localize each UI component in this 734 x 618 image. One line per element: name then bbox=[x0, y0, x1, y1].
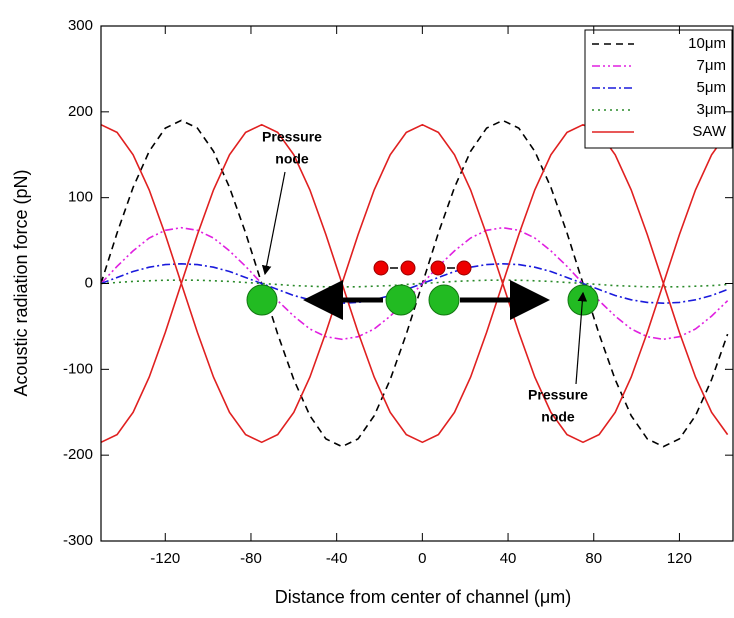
series-line bbox=[100, 262, 728, 305]
plot-area bbox=[100, 119, 729, 448]
y-tick-label: 300 bbox=[68, 17, 93, 34]
legend-label: 3μm bbox=[697, 101, 726, 118]
x-tick-label: 120 bbox=[667, 550, 692, 567]
x-tick-label: -80 bbox=[240, 550, 262, 567]
x-tick-label: 80 bbox=[585, 550, 602, 567]
legend-label: 10μm bbox=[688, 35, 726, 52]
x-tick-label: 0 bbox=[418, 550, 426, 567]
y-tick-label: 200 bbox=[68, 103, 93, 120]
annotation: Pressure bbox=[528, 387, 588, 403]
y-tick-label: 100 bbox=[68, 189, 93, 206]
x-tick-label: -40 bbox=[326, 550, 348, 567]
series-line bbox=[100, 279, 728, 288]
legend bbox=[584, 29, 733, 149]
y-tick-label: -200 bbox=[63, 446, 93, 463]
annotation: Pressure bbox=[262, 129, 322, 145]
particles bbox=[246, 171, 599, 385]
series-line bbox=[100, 123, 729, 444]
y-tick-label: -100 bbox=[63, 360, 93, 377]
annotation: node bbox=[275, 151, 309, 167]
series-line bbox=[100, 119, 729, 448]
legend-label: SAW bbox=[692, 123, 726, 140]
series-line bbox=[100, 123, 729, 444]
y-tick-label: 0 bbox=[85, 274, 93, 291]
x-tick-label: 40 bbox=[500, 550, 517, 567]
legend-label: 7μm bbox=[697, 57, 726, 74]
y-tick-label: -300 bbox=[63, 532, 93, 549]
annotation: node bbox=[541, 409, 575, 425]
legend-label: 5μm bbox=[697, 79, 726, 96]
x-tick-label: -120 bbox=[150, 550, 180, 567]
y-axis-title: Acoustic radiation force (pN) bbox=[11, 169, 31, 396]
x-axis-title: Distance from center of channel (μm) bbox=[275, 587, 571, 607]
series-line bbox=[100, 226, 729, 341]
